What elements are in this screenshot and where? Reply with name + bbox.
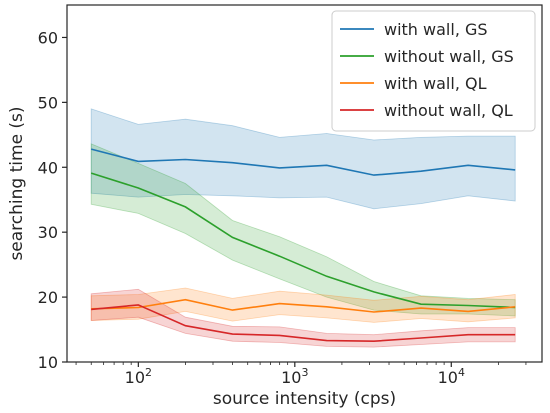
band-1: [90, 108, 516, 210]
y-tick-label: 30: [38, 223, 58, 242]
series-lines: [90, 148, 516, 343]
y-tick-label: 40: [38, 158, 58, 177]
y-tick-label: 10: [38, 353, 58, 372]
series-line-1: [90, 148, 516, 176]
y-tick-label: 60: [38, 28, 58, 47]
x-tick-label: 103: [281, 366, 308, 387]
y-tick-label: 20: [38, 288, 58, 307]
series-line-3: [91, 298, 516, 313]
series-line-2: [90, 172, 516, 309]
legend: with wall, GS without wall, GS with wall, …: [331, 10, 536, 132]
x-axis-label: source intensity (cps): [213, 389, 396, 409]
legend-label: with wall, QL: [384, 74, 487, 93]
y-axis-ticks: 10 20 30 40 50 60: [38, 28, 67, 372]
x-tick-label: 104: [438, 366, 465, 387]
y-axis-label: searching time (s): [7, 106, 27, 260]
legend-box: [331, 10, 536, 132]
legend-label: with wall, GS: [384, 20, 488, 39]
y-tick-label: 50: [38, 93, 58, 112]
plot-frame: [66, 4, 543, 363]
series-line-4: [91, 304, 516, 343]
legend-label: without wall, QL: [384, 101, 513, 120]
x-tick-label: 102: [125, 366, 152, 387]
band-4: [90, 288, 516, 348]
band-2: [90, 143, 516, 317]
legend-label: without wall, GS: [384, 47, 514, 66]
x-axis-ticks: 102 103 104: [75, 362, 527, 387]
